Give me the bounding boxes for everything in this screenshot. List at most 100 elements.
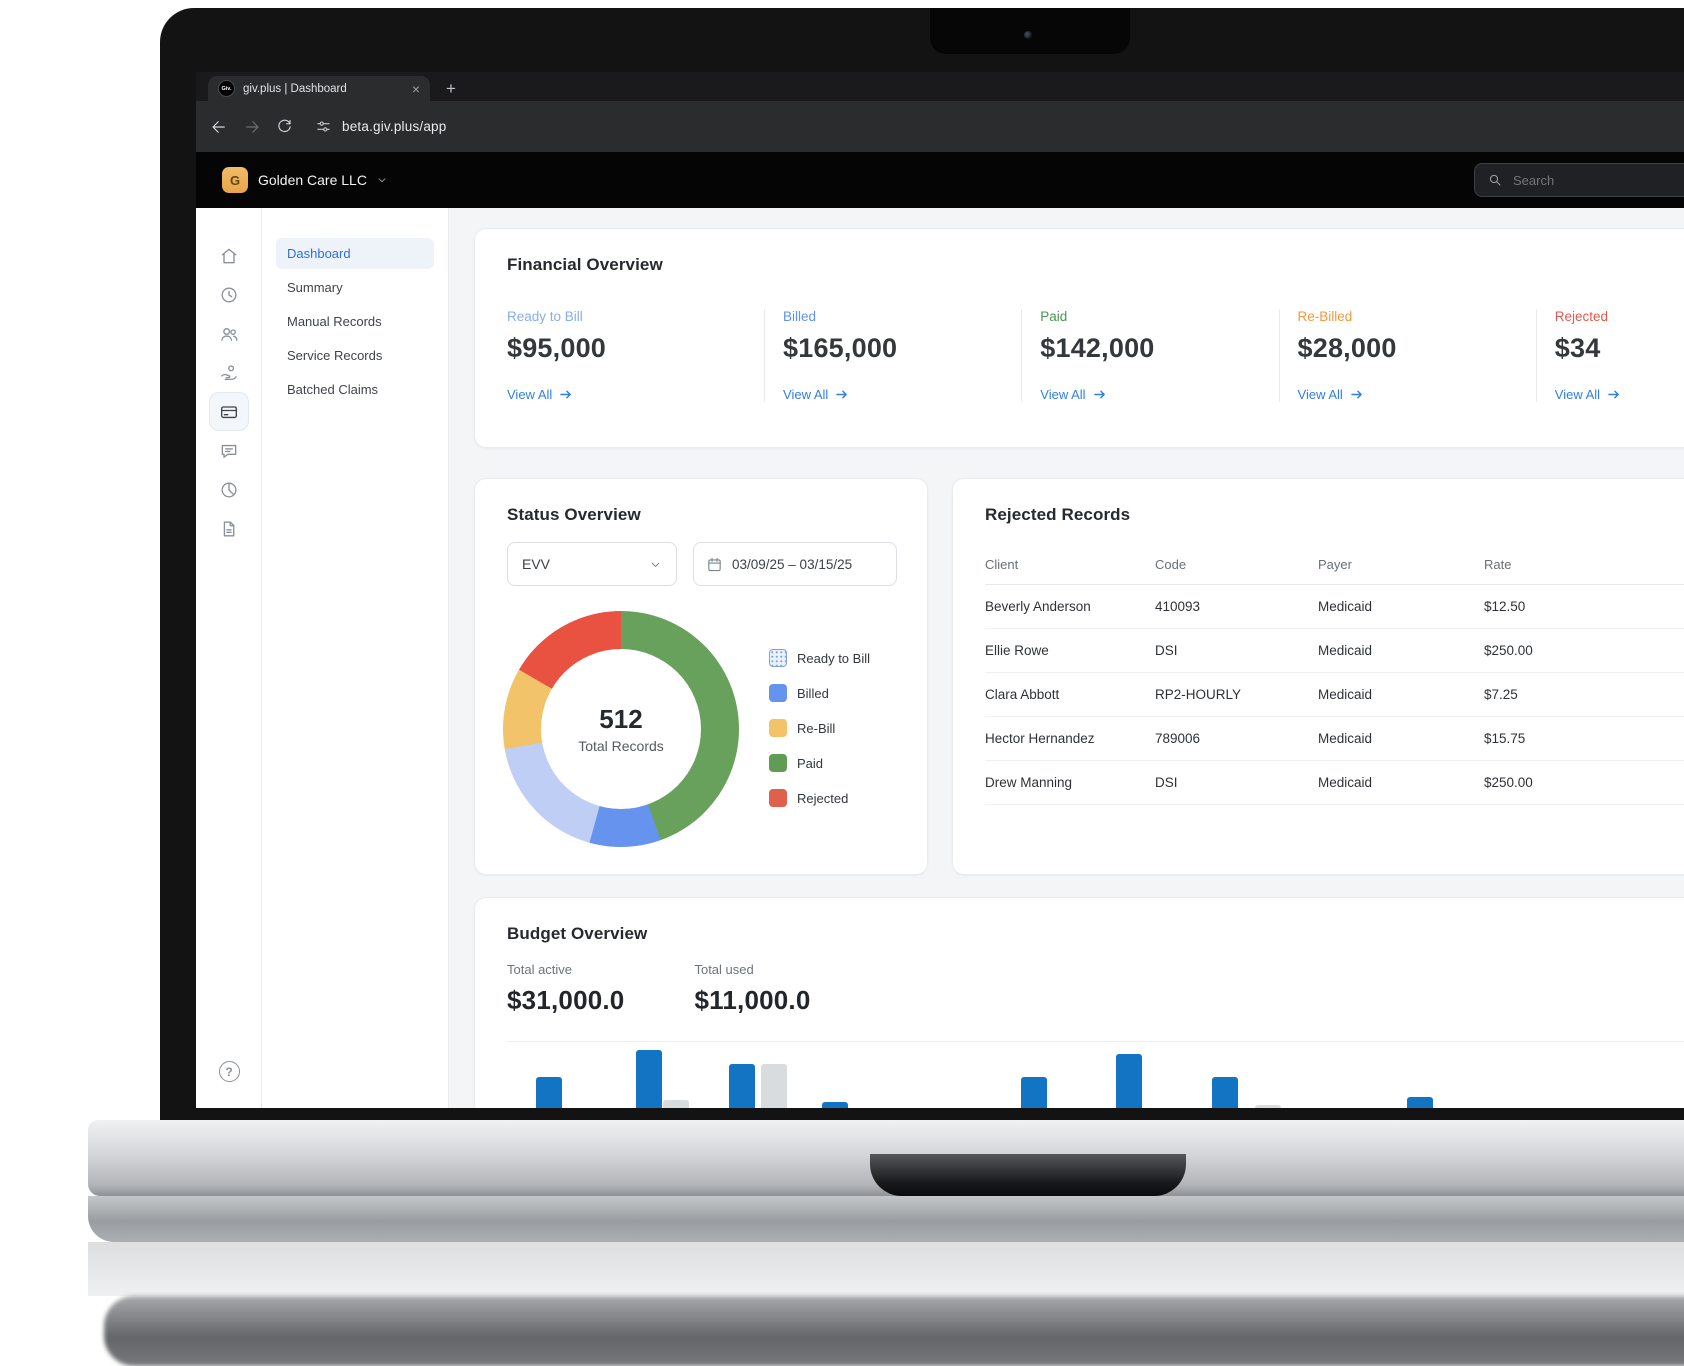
chevron-down-icon bbox=[651, 562, 660, 567]
reload-button[interactable] bbox=[268, 110, 301, 143]
table-row[interactable]: Drew Manning DSI Medicaid $250.00 bbox=[985, 760, 1684, 805]
users-icon bbox=[220, 327, 238, 341]
table-cell: Drew Manning bbox=[985, 760, 1155, 805]
budget-bar-chart bbox=[506, 1041, 1684, 1108]
status-controls: EVV 03/09/25 – 03/15/25 bbox=[507, 542, 927, 586]
sidebar-icon-reports[interactable] bbox=[209, 470, 249, 509]
budget-bar bbox=[1211, 1077, 1238, 1108]
budget-stat-total-active: Total active $31,000.0 bbox=[507, 962, 624, 1016]
sidebar-icon-billing[interactable] bbox=[208, 392, 249, 431]
tab-close-icon[interactable]: × bbox=[411, 80, 420, 97]
laptop-base-edge bbox=[88, 1196, 1684, 1242]
arrow-right-icon bbox=[1351, 390, 1362, 399]
stat-label: Paid bbox=[1040, 309, 1068, 324]
legend-item: Billed bbox=[769, 684, 870, 702]
legend-swatch bbox=[769, 649, 787, 667]
table-cell: $12.50 bbox=[1484, 584, 1684, 629]
chevron-down-icon[interactable] bbox=[376, 174, 388, 186]
nav-panel: Dashboard Summary Manual Records Service… bbox=[262, 208, 449, 1108]
card-title: Status Overview bbox=[507, 505, 641, 524]
table-cell: Hector Hernandez bbox=[985, 716, 1155, 761]
evv-filter-select[interactable]: EVV bbox=[507, 542, 677, 586]
table-cell: RP2-HOURLY bbox=[1155, 672, 1318, 717]
stat-value: $95,000 bbox=[507, 333, 606, 363]
financial-overview-card: Financial Overview Ready to Bill $95,000… bbox=[474, 228, 1684, 448]
table-cell: Medicaid bbox=[1318, 760, 1484, 805]
table-row[interactable]: Hector Hernandez 789006 Medicaid $15.75 bbox=[985, 716, 1684, 761]
view-all-link[interactable]: View All bbox=[1298, 387, 1536, 402]
legend-item: Paid bbox=[769, 754, 870, 772]
table-cell: Medicaid bbox=[1318, 716, 1484, 761]
stat-value: $28,000 bbox=[1297, 333, 1397, 363]
date-range-value: 03/09/25 – 03/15/25 bbox=[732, 556, 853, 572]
laptop-lid-groove bbox=[870, 1154, 1186, 1196]
view-all-link[interactable]: View All bbox=[507, 387, 764, 402]
financial-stat-paid: Paid $142,000 View All bbox=[1021, 309, 1278, 402]
stat-value: $34 bbox=[1554, 333, 1601, 363]
view-all-link[interactable]: View All bbox=[1040, 387, 1278, 402]
table-row[interactable]: Clara Abbott RP2-HOURLY Medicaid $7.25 bbox=[985, 672, 1684, 717]
table-cell: Beverly Anderson bbox=[985, 584, 1155, 629]
sidebar-item-dashboard[interactable]: Dashboard bbox=[276, 238, 434, 269]
card-title: Rejected Records bbox=[985, 505, 1131, 524]
hand-coins-icon bbox=[220, 364, 237, 380]
back-button[interactable] bbox=[202, 110, 235, 143]
donut-legend: Ready to Bill Billed Re-Bill Paid Reject… bbox=[769, 649, 870, 824]
legend-label: Re-Bill bbox=[797, 720, 836, 736]
global-search[interactable] bbox=[1474, 163, 1684, 197]
sidebar-icon-hand-coins[interactable] bbox=[209, 353, 249, 392]
search-icon bbox=[1489, 174, 1501, 186]
sidebar-icon-users[interactable] bbox=[209, 314, 249, 353]
rejected-records-card: Rejected Records Client Code Payer Rate bbox=[952, 478, 1684, 875]
date-range-picker[interactable]: 03/09/25 – 03/15/25 bbox=[693, 542, 897, 586]
app-header: G Golden Care LLC bbox=[196, 152, 1684, 208]
site-settings-icon bbox=[317, 121, 330, 132]
table-row[interactable]: Beverly Anderson 410093 Medicaid $12.50 bbox=[985, 584, 1684, 629]
table-cell: 410093 bbox=[1155, 584, 1318, 629]
legend-swatch bbox=[769, 684, 787, 702]
table-cell: $7.25 bbox=[1484, 672, 1684, 717]
table-cell: Medicaid bbox=[1318, 628, 1484, 673]
budget-stats: Total active $31,000.0 Total used $11,00… bbox=[507, 962, 1684, 1016]
sidebar-icon-messages[interactable] bbox=[209, 431, 249, 470]
sidebar-item-service-records[interactable]: Service Records bbox=[287, 348, 383, 363]
search-input[interactable] bbox=[1511, 171, 1684, 189]
app-body: ? Dashboard Summary Manual Records Servi… bbox=[196, 208, 1684, 1108]
browser-tab[interactable]: Giv. giv.plus | Dashboard × bbox=[208, 76, 430, 101]
budget-bar bbox=[728, 1064, 755, 1108]
sidebar-icon-home[interactable] bbox=[209, 236, 249, 275]
help-icon: ? bbox=[218, 1061, 240, 1082]
new-tab-button[interactable]: + bbox=[446, 78, 456, 98]
stat-value: $142,000 bbox=[1040, 333, 1155, 363]
column-header: Rate bbox=[1484, 545, 1684, 585]
table-row[interactable]: Ellie Rowe DSI Medicaid $250.00 bbox=[985, 628, 1684, 673]
sidebar-item-manual-records[interactable]: Manual Records bbox=[287, 314, 382, 329]
browser-window: Giv. giv.plus | Dashboard × + beta.giv.p… bbox=[196, 72, 1684, 1108]
sidebar-icon-clock[interactable] bbox=[209, 275, 249, 314]
tab-title: giv.plus | Dashboard bbox=[243, 82, 347, 95]
rejected-records-table: Client Code Payer Rate Beverly Anderson … bbox=[985, 545, 1684, 805]
budget-bar bbox=[1406, 1097, 1433, 1108]
view-all-link[interactable]: View All bbox=[783, 387, 1021, 402]
financial-stat-billed: Billed $165,000 View All bbox=[764, 309, 1021, 402]
legend-label: Rejected bbox=[797, 790, 849, 806]
stat-value: $165,000 bbox=[783, 333, 898, 363]
sidebar-icon-documents[interactable] bbox=[209, 509, 249, 548]
table-cell: $250.00 bbox=[1484, 760, 1684, 805]
stat-label: Total active bbox=[507, 962, 573, 977]
sidebar-icon-help[interactable]: ? bbox=[196, 1061, 262, 1082]
forward-button[interactable] bbox=[235, 110, 268, 143]
card-title: Financial Overview bbox=[507, 255, 663, 274]
budget-bar bbox=[1116, 1054, 1143, 1108]
budget-bar bbox=[821, 1102, 848, 1108]
donut-total: 512 bbox=[599, 704, 643, 734]
view-all-label: View All bbox=[507, 387, 553, 402]
address-bar[interactable]: beta.giv.plus/app bbox=[315, 118, 446, 135]
laptop-shadow bbox=[104, 1296, 1684, 1366]
org-switcher[interactable]: Golden Care LLC bbox=[258, 172, 367, 188]
view-all-link[interactable]: View All bbox=[1555, 387, 1684, 402]
status-donut bbox=[503, 611, 739, 847]
sidebar-item-summary[interactable]: Summary bbox=[287, 280, 343, 295]
sidebar-item-batched-claims[interactable]: Batched Claims bbox=[287, 382, 379, 397]
budget-bar bbox=[1254, 1105, 1281, 1108]
